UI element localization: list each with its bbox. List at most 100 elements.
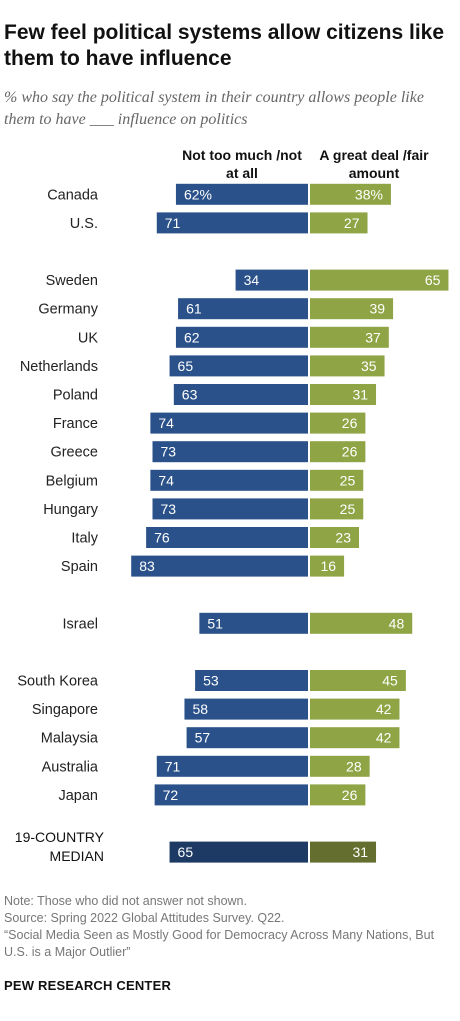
category-label: U.S.: [70, 216, 98, 232]
category-label: Singapore: [32, 702, 98, 718]
bar-negative: [150, 469, 308, 491]
category-label: Netherlands: [20, 359, 98, 375]
category-label: Spain: [61, 559, 98, 575]
data-label-positive: 26: [342, 444, 358, 460]
data-label-positive: 45: [382, 673, 398, 689]
data-label-negative: 62%: [184, 186, 212, 202]
report-text: “Social Media Seen as Mostly Good for De…: [4, 928, 435, 959]
category-label: South Korea: [17, 674, 99, 690]
bar-positive: [310, 784, 366, 806]
category-label: Italy: [71, 531, 98, 547]
data-label-negative: 51: [207, 615, 223, 631]
data-label-positive: 42: [376, 701, 392, 717]
source-text: Source: Spring 2022 Global Attitudes Sur…: [4, 911, 285, 925]
data-label-positive: 39: [369, 301, 385, 317]
data-label-positive: 25: [340, 472, 356, 488]
bar-positive: [310, 355, 385, 377]
data-label-positive: 28: [346, 758, 362, 774]
category-label: Malaysia: [41, 731, 99, 747]
data-label-negative: 76: [154, 530, 170, 546]
data-label-negative: 34: [244, 272, 260, 288]
category-label: Sweden: [46, 273, 98, 289]
data-label-positive: 25: [340, 501, 356, 517]
category-label: Hungary: [43, 502, 99, 518]
data-label-positive: 42: [376, 730, 392, 746]
bar-positive: [310, 183, 391, 205]
bar-positive: [310, 298, 394, 320]
category-label: Japan: [58, 788, 98, 804]
data-label-negative: 61: [186, 301, 202, 317]
bar-positive: [310, 498, 364, 520]
data-label-positive: 35: [361, 358, 377, 374]
data-label-negative: 72: [163, 787, 179, 803]
category-label: Australia: [42, 759, 99, 775]
data-label-negative: 71: [165, 758, 181, 774]
bar-negative: [156, 755, 308, 777]
bar-negative: [173, 384, 308, 405]
data-label-positive: 48: [389, 615, 405, 631]
bar-positive: [310, 670, 406, 691]
bar-positive: [310, 527, 359, 548]
bar-negative: [150, 412, 308, 434]
data-label-positive: 65: [425, 272, 441, 288]
category-label: Belgium: [46, 473, 98, 489]
bar-negative: [169, 841, 308, 863]
data-label-negative: 73: [161, 501, 177, 517]
bar-positive: [310, 212, 368, 234]
data-label-positive: 16: [321, 558, 337, 574]
bar-negative: [175, 183, 308, 205]
bar-positive: [310, 698, 400, 720]
data-label-positive: 31: [352, 387, 368, 403]
data-label-negative: 83: [139, 558, 155, 574]
category-label: MEDIAN: [50, 848, 104, 864]
bar-positive: [310, 755, 370, 777]
data-label-negative: 57: [195, 730, 211, 746]
data-label-positive: 26: [342, 415, 358, 431]
bar-negative: [186, 727, 308, 749]
data-label-negative: 63: [182, 387, 198, 403]
data-label-positive: 27: [344, 215, 360, 231]
chart-subtitle: % who say the political system in their …: [4, 89, 424, 128]
bar-negative: [235, 269, 308, 291]
bar-negative: [195, 670, 308, 691]
legend-positive-label: A great deal /fair amount: [319, 147, 429, 181]
data-label-positive: 26: [342, 787, 358, 803]
bar-positive: [310, 612, 413, 634]
bar-negative: [152, 498, 308, 520]
data-label-positive: 37: [365, 329, 381, 345]
bar-positive: [310, 269, 449, 291]
data-label-negative: 53: [203, 673, 219, 689]
data-label-negative: 62: [184, 329, 200, 345]
category-label: 19-COUNTRY: [15, 829, 105, 845]
bar-negative: [175, 326, 308, 348]
data-label-negative: 65: [178, 358, 194, 374]
bar-positive: [310, 555, 345, 577]
bar-negative: [146, 527, 308, 548]
bar-negative: [152, 441, 308, 463]
bar-positive: [310, 727, 400, 749]
data-label-negative: 65: [178, 844, 194, 860]
data-label-negative: 71: [165, 215, 181, 231]
bar-positive: [310, 326, 389, 348]
note-text: Note: Those who did not answer not shown…: [4, 894, 247, 908]
bar-negative: [169, 355, 308, 377]
category-label: UK: [78, 330, 98, 346]
bar-positive: [310, 841, 377, 863]
data-label-negative: 74: [158, 472, 174, 488]
bar-negative: [184, 698, 308, 720]
diverging-bar-chart: Canada 62% 38% U.S. 71 27 Sweden 34 65 Germany 61 3…: [15, 183, 449, 864]
data-label-negative: 58: [192, 701, 208, 717]
category-label: Poland: [53, 388, 98, 404]
data-label-positive: 31: [352, 844, 368, 860]
bar-positive: [310, 412, 366, 434]
legend-negative-label: Not too much /not at all: [182, 147, 302, 181]
category-label: Canada: [47, 187, 99, 203]
bar-positive: [310, 469, 364, 491]
bar-negative: [154, 784, 308, 806]
data-label-positive: 38%: [355, 186, 383, 202]
category-label: France: [53, 416, 98, 432]
data-label-negative: 73: [161, 444, 177, 460]
bar-positive: [310, 384, 377, 405]
category-label: Germany: [38, 302, 98, 318]
data-label-positive: 23: [335, 530, 351, 546]
